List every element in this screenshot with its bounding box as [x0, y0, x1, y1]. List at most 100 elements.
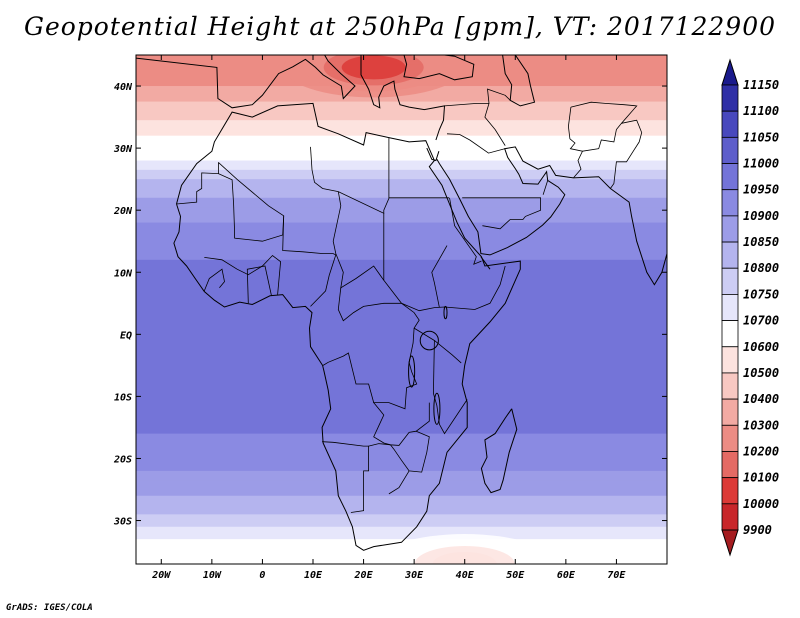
country-border — [282, 215, 336, 256]
field-strip — [136, 166, 667, 171]
colorbar-label: 10100 — [743, 471, 779, 485]
field-strip — [136, 207, 667, 211]
colorbar-label: 10400 — [743, 392, 779, 406]
colorbar-label: 10950 — [743, 183, 779, 197]
colorbar-box — [721, 503, 739, 531]
field-strip — [136, 436, 667, 441]
black-sea — [403, 55, 475, 81]
y-axis: 40N 30N 20N 10N EQ 10S 20S 30S — [113, 82, 667, 528]
field-strip — [136, 449, 667, 453]
field-strip — [136, 393, 667, 398]
field-strip — [136, 176, 667, 180]
field-strip — [136, 430, 667, 435]
field-strip — [136, 275, 667, 280]
colorbar: 11150 11100 11050 11000 10950 10900 10850 10800… — [721, 58, 779, 557]
field-strip — [136, 238, 667, 242]
field-strip — [136, 455, 667, 460]
aegean-turkey — [360, 55, 446, 141]
gulf-of-aden — [480, 256, 491, 270]
field-strip — [136, 185, 667, 190]
colorbar-box — [721, 189, 739, 217]
lake-outline — [433, 392, 441, 425]
colorbar-box — [721, 451, 739, 479]
field-strip — [136, 303, 667, 307]
colorbar-min-triangle — [721, 529, 739, 557]
country-border — [332, 191, 385, 289]
colorbar-label: 10750 — [743, 287, 779, 301]
x-tick-label: 60E — [557, 570, 576, 581]
plot-frame — [135, 54, 668, 565]
colorbar-box — [721, 294, 739, 321]
lake-outline — [443, 305, 448, 320]
field-strip — [136, 421, 667, 425]
field-strip — [136, 514, 667, 519]
field-strip — [136, 433, 667, 438]
field-strip — [136, 241, 667, 245]
country-border — [432, 340, 468, 435]
colorbar-label: 10300 — [743, 418, 779, 432]
colorbar-box — [721, 477, 739, 505]
colorbar-label: 10200 — [743, 444, 779, 458]
field-strip — [136, 213, 667, 217]
field-strip — [136, 297, 667, 301]
field-strip — [136, 371, 667, 376]
field-strip — [136, 418, 667, 422]
field-strip — [136, 250, 667, 255]
field-strip — [136, 113, 667, 118]
field-strip — [136, 172, 667, 177]
field-strip — [136, 216, 667, 221]
field-strip — [136, 197, 667, 202]
x-tick-label: 50E — [506, 570, 525, 581]
field-strip — [136, 318, 667, 323]
x-tick-label: 20W — [151, 570, 171, 581]
feature-contour — [341, 55, 406, 80]
field-strip — [136, 520, 667, 525]
field-strip — [136, 287, 667, 292]
colorbar-max-triangle — [721, 58, 739, 86]
field-strip — [136, 160, 667, 165]
field-strip — [136, 473, 667, 478]
colorbar-box — [721, 320, 739, 348]
field-strip — [136, 179, 667, 183]
colorbar-label: 10000 — [743, 497, 779, 511]
field-strip — [136, 343, 667, 348]
field-strip — [136, 231, 667, 236]
field-strip — [136, 532, 667, 537]
field-strip — [136, 148, 667, 152]
colorbar-box — [721, 398, 739, 426]
plot-area — [136, 55, 667, 564]
x-tick-label: 70E — [607, 570, 626, 581]
field-strip — [136, 334, 667, 339]
field-strip — [136, 374, 667, 379]
field-strip — [136, 377, 667, 382]
height-field — [136, 55, 667, 564]
field-strip — [136, 464, 667, 469]
field-strip — [136, 284, 667, 289]
country-border — [610, 119, 643, 189]
y-tick-label: 30N — [113, 144, 133, 155]
field-strip — [136, 486, 667, 491]
field-strip — [136, 117, 667, 121]
field-strip — [136, 210, 667, 214]
colorbar-label: 10900 — [743, 209, 779, 223]
field-strip — [136, 526, 667, 531]
field-strip — [136, 306, 667, 311]
field-strip — [136, 191, 667, 196]
field-strip — [136, 517, 667, 522]
field-strip — [136, 321, 667, 326]
field-strip — [136, 411, 667, 416]
field-strip — [136, 380, 667, 385]
country-border — [542, 180, 549, 195]
madagascar-coastline — [480, 408, 518, 494]
field-strip — [136, 247, 667, 252]
field-strip — [136, 145, 667, 149]
colorbar-label: 11050 — [743, 130, 779, 144]
field-strip — [136, 362, 667, 366]
country-border — [431, 245, 448, 308]
field-strip — [136, 480, 667, 484]
field-strip — [136, 315, 667, 320]
colorbar-box — [721, 372, 739, 400]
x-tick-label: 20E — [354, 570, 374, 581]
lake-outline — [408, 355, 416, 388]
